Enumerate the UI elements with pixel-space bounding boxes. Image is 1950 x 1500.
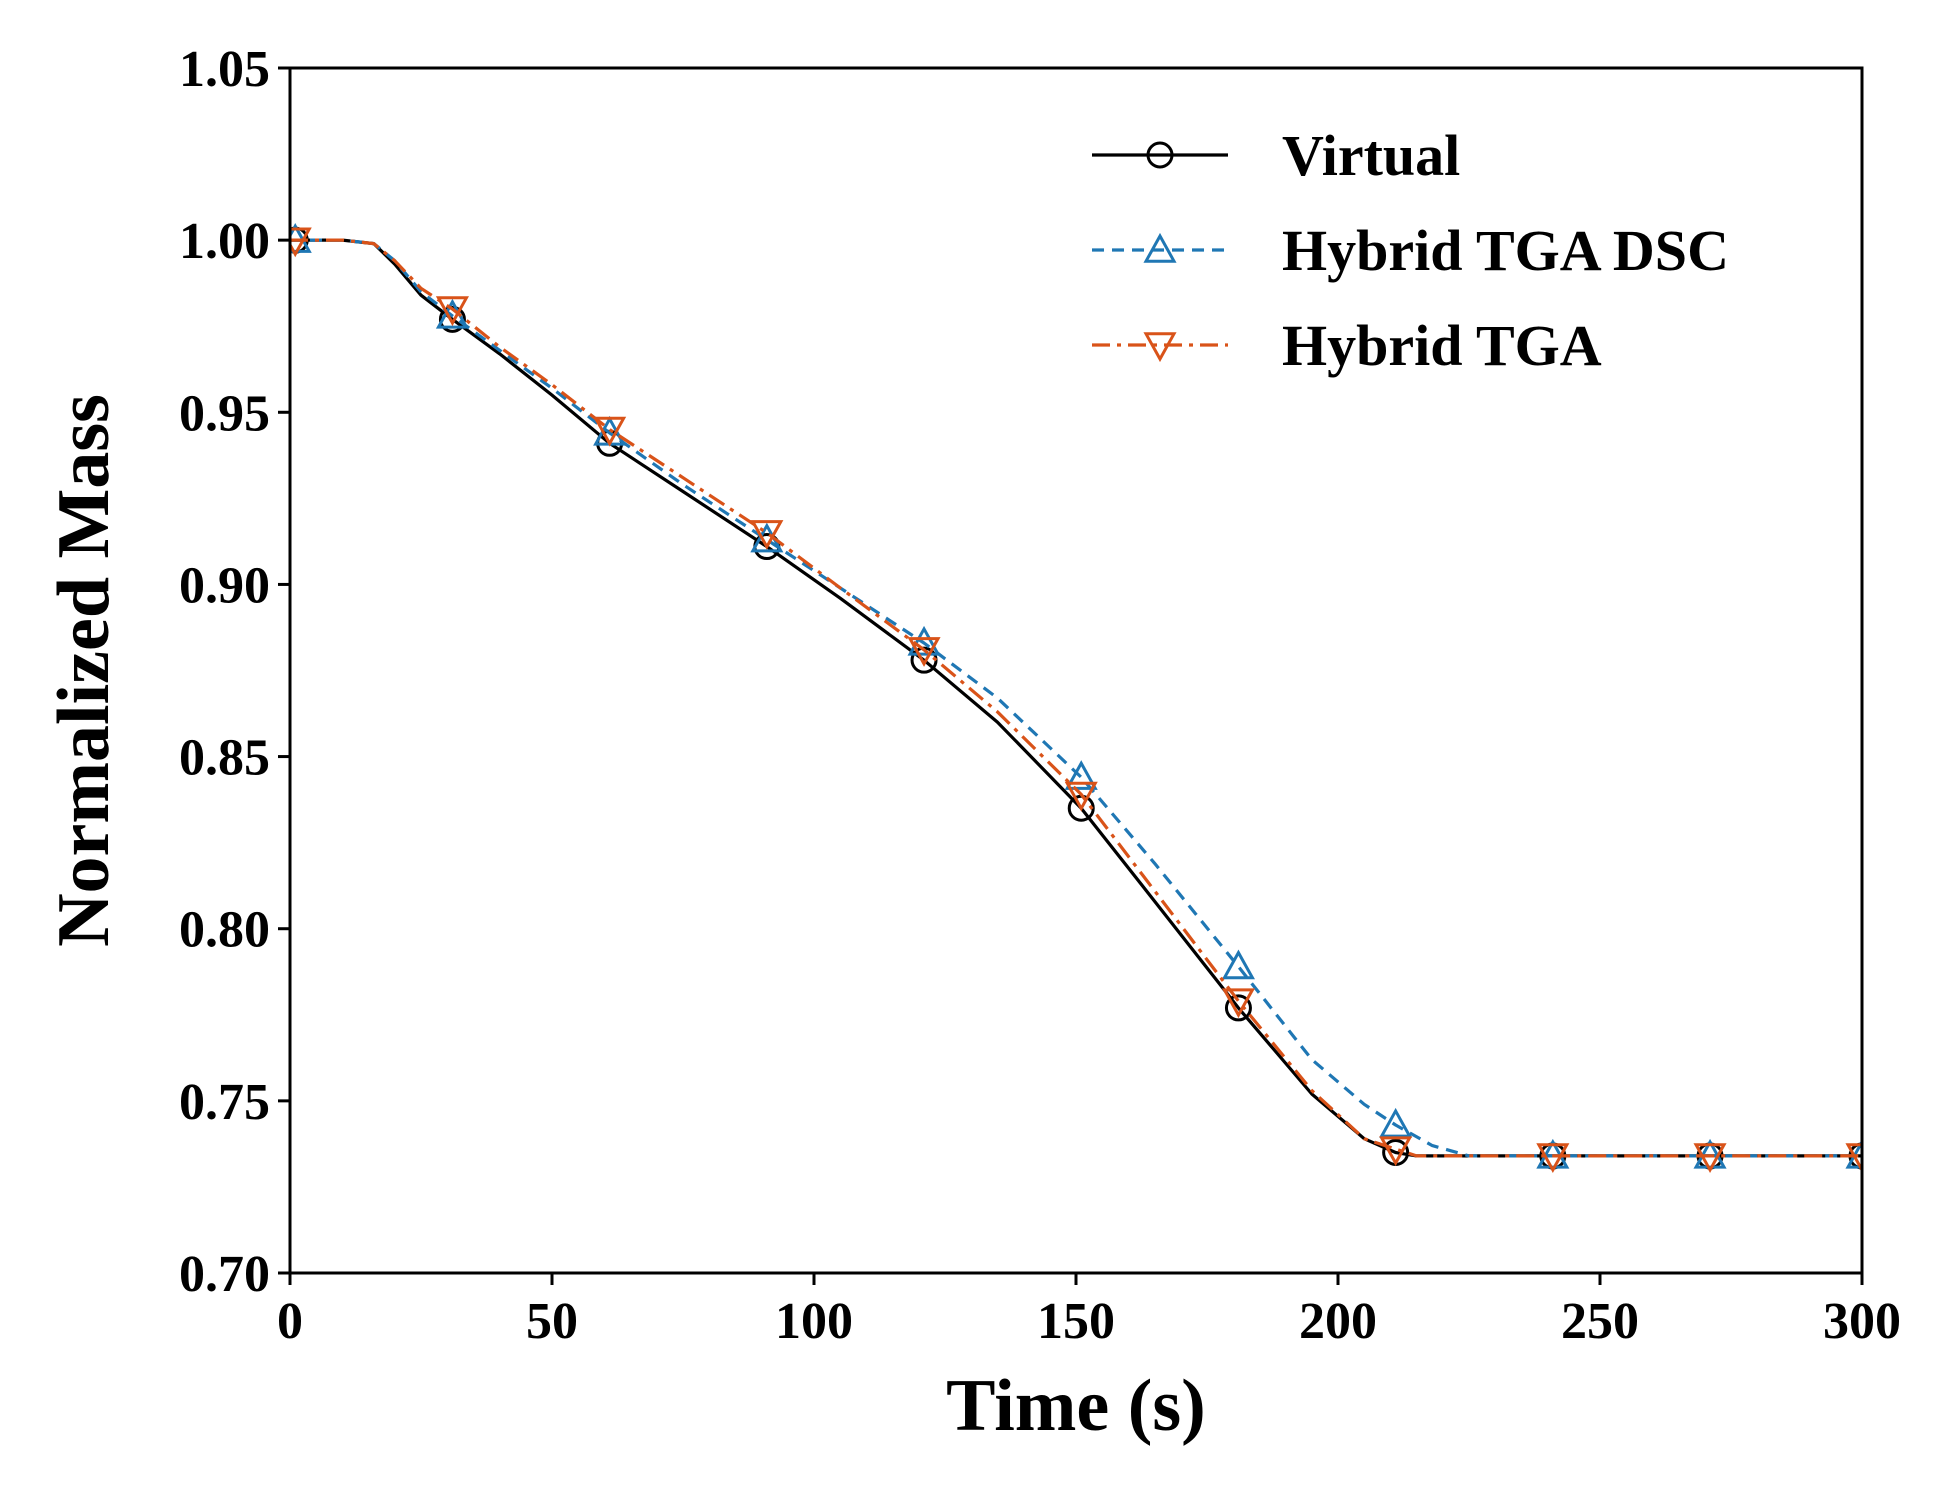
data-point-marker — [907, 637, 941, 667]
legend-label: Virtual — [1282, 123, 1460, 188]
series-layer — [290, 223, 1862, 1174]
data-point-marker — [1693, 1143, 1727, 1174]
y-tick-label: 0.70 — [179, 1246, 270, 1303]
y-tick-label: 1.05 — [179, 41, 270, 98]
series-line — [290, 238, 1862, 1158]
data-point-marker — [750, 520, 784, 550]
data-point-marker — [1536, 1143, 1570, 1174]
data-point-marker — [1379, 1136, 1413, 1167]
x-tick-label: 300 — [1823, 1293, 1901, 1350]
legend-label: Hybrid TGA DSC — [1282, 218, 1729, 283]
x-tick-label: 0 — [277, 1293, 303, 1350]
y-tick-label: 0.75 — [179, 1074, 270, 1131]
data-point-marker — [907, 625, 941, 656]
legend-entry: Virtual — [1092, 123, 1460, 188]
data-point-marker — [435, 296, 469, 327]
series-hybrid-tga — [290, 227, 1862, 1174]
y-axis-title: Normalized Mass — [43, 394, 125, 947]
legend: Virtual Hybrid TGA DSC Hybrid TGA — [1092, 123, 1729, 378]
x-tick-label: 200 — [1299, 1293, 1377, 1350]
data-point-marker — [1845, 1143, 1862, 1174]
y-tick-label: 0.80 — [179, 902, 270, 959]
data-point-marker — [1379, 1107, 1413, 1138]
series-line — [290, 238, 1862, 1158]
legend-label: Hybrid TGA — [1282, 313, 1602, 378]
data-point-marker — [290, 227, 312, 258]
data-point-marker — [1224, 994, 1252, 1022]
x-tick-label: 100 — [775, 1293, 853, 1350]
data-point-marker — [1064, 760, 1098, 790]
legend-marker — [1146, 141, 1174, 169]
legend-marker — [1143, 232, 1177, 263]
data-point-marker — [1221, 988, 1255, 1019]
x-tick-label: 50 — [526, 1293, 578, 1350]
legend-entry: Hybrid TGA DSC — [1092, 218, 1729, 283]
data-point-marker — [593, 416, 627, 447]
data-point-marker — [1221, 949, 1255, 980]
y-tick-label: 0.90 — [179, 557, 270, 614]
x-axis-title: Time (s) — [946, 1365, 1206, 1447]
legend-entry: Hybrid TGA — [1092, 313, 1602, 378]
data-point-marker — [1064, 781, 1098, 812]
y-tick-label: 1.00 — [179, 213, 270, 270]
series-virtual — [290, 226, 1862, 1170]
x-tick-label: 250 — [1561, 1293, 1639, 1350]
x-tick-label: 150 — [1037, 1293, 1115, 1350]
legend-marker — [1143, 332, 1177, 363]
series-line — [290, 238, 1862, 1158]
y-tick-label: 0.95 — [179, 385, 270, 442]
y-tick-label: 0.85 — [179, 730, 270, 787]
tick-layer: 0 50 100 150 200 250 300 0.70 0.75 0.80 0.85 0.90 0.… — [179, 41, 1901, 1350]
series-hybrid-tga-dsc — [290, 223, 1862, 1169]
